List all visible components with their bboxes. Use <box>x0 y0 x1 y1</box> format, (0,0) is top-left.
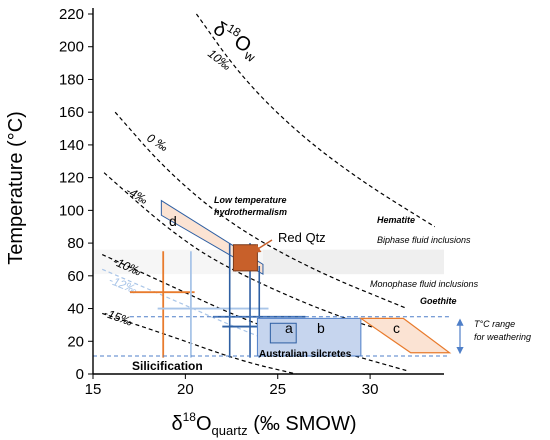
x-axis-title-delta: δ <box>171 413 182 435</box>
x-tick-label: 15 <box>85 381 102 398</box>
weathering-label-2: for weathering <box>474 332 531 342</box>
low-temp-label-2: hydrothermalism <box>214 207 287 217</box>
isotherm-label-0: 10‰ <box>205 46 234 73</box>
isotherm-line-3 <box>101 253 408 372</box>
isotherm-line-0 <box>195 13 436 228</box>
red-qtz-label: Red Qtz <box>278 230 326 245</box>
isotherm-label-1: 0 ‰ <box>144 131 170 155</box>
box-c <box>358 317 452 354</box>
goethite-label: Goethite <box>420 296 457 306</box>
x-axis-title-o: O <box>196 413 212 435</box>
x-axis-title-sup: 18 <box>183 410 197 424</box>
box-c-label: c <box>393 320 400 336</box>
low-temp-label-1: Low temperature <box>214 195 287 205</box>
x-axis-title-tail: (‰ SMOW) <box>248 413 357 435</box>
y-tick-label: 100 <box>59 202 84 219</box>
x-axis-title: δ18Oquartz (‰ SMOW) <box>171 410 356 438</box>
y-tick-label: 120 <box>59 170 84 187</box>
australian-silcretes-label: Australian silcretes <box>259 349 352 360</box>
y-tick-label: 40 <box>67 301 84 318</box>
weathering-label-1: T°C range <box>474 319 515 329</box>
box-a <box>269 322 297 344</box>
isotherm-line-1 <box>114 111 408 310</box>
box-b-label: b <box>317 320 325 336</box>
red-qtz-box <box>232 244 258 272</box>
x-tick-label: 25 <box>269 381 286 398</box>
silicification-label: Silicification <box>132 359 203 373</box>
y-axis-title: Temperature (°C) <box>5 111 27 265</box>
isotherm-label-5: -15‰ <box>102 306 134 329</box>
y-tick-label: 20 <box>67 333 84 350</box>
isotherm-line-5 <box>102 312 297 375</box>
x-tick-label: 20 <box>177 381 194 398</box>
y-tick-label: 180 <box>59 71 84 88</box>
box-d-label: d <box>169 213 177 229</box>
y-tick-label: 160 <box>59 104 84 121</box>
x-axis-title-sub: quartz <box>212 423 248 438</box>
y-tick-label: 140 <box>59 137 84 154</box>
y-tick-label: 80 <box>67 235 84 252</box>
gray-band <box>262 249 444 275</box>
biphase-label: Biphase fluid inclusions <box>377 235 471 245</box>
x-tick-label: 30 <box>362 381 379 398</box>
y-tick-label: 0 <box>76 366 84 383</box>
isotherm-label-2: -4‰ <box>124 183 151 206</box>
red-qtz-arrow <box>251 239 273 253</box>
y-tick-label: 60 <box>67 268 84 285</box>
hematite-label: Hematite <box>377 215 415 225</box>
monophase-label: Monophase fluid inclusions <box>370 279 479 289</box>
isotherm-line-2 <box>103 172 408 339</box>
y-tick-label: 200 <box>59 39 84 56</box>
y-tick-label: 220 <box>59 6 84 23</box>
box-a-label: a <box>285 320 293 336</box>
